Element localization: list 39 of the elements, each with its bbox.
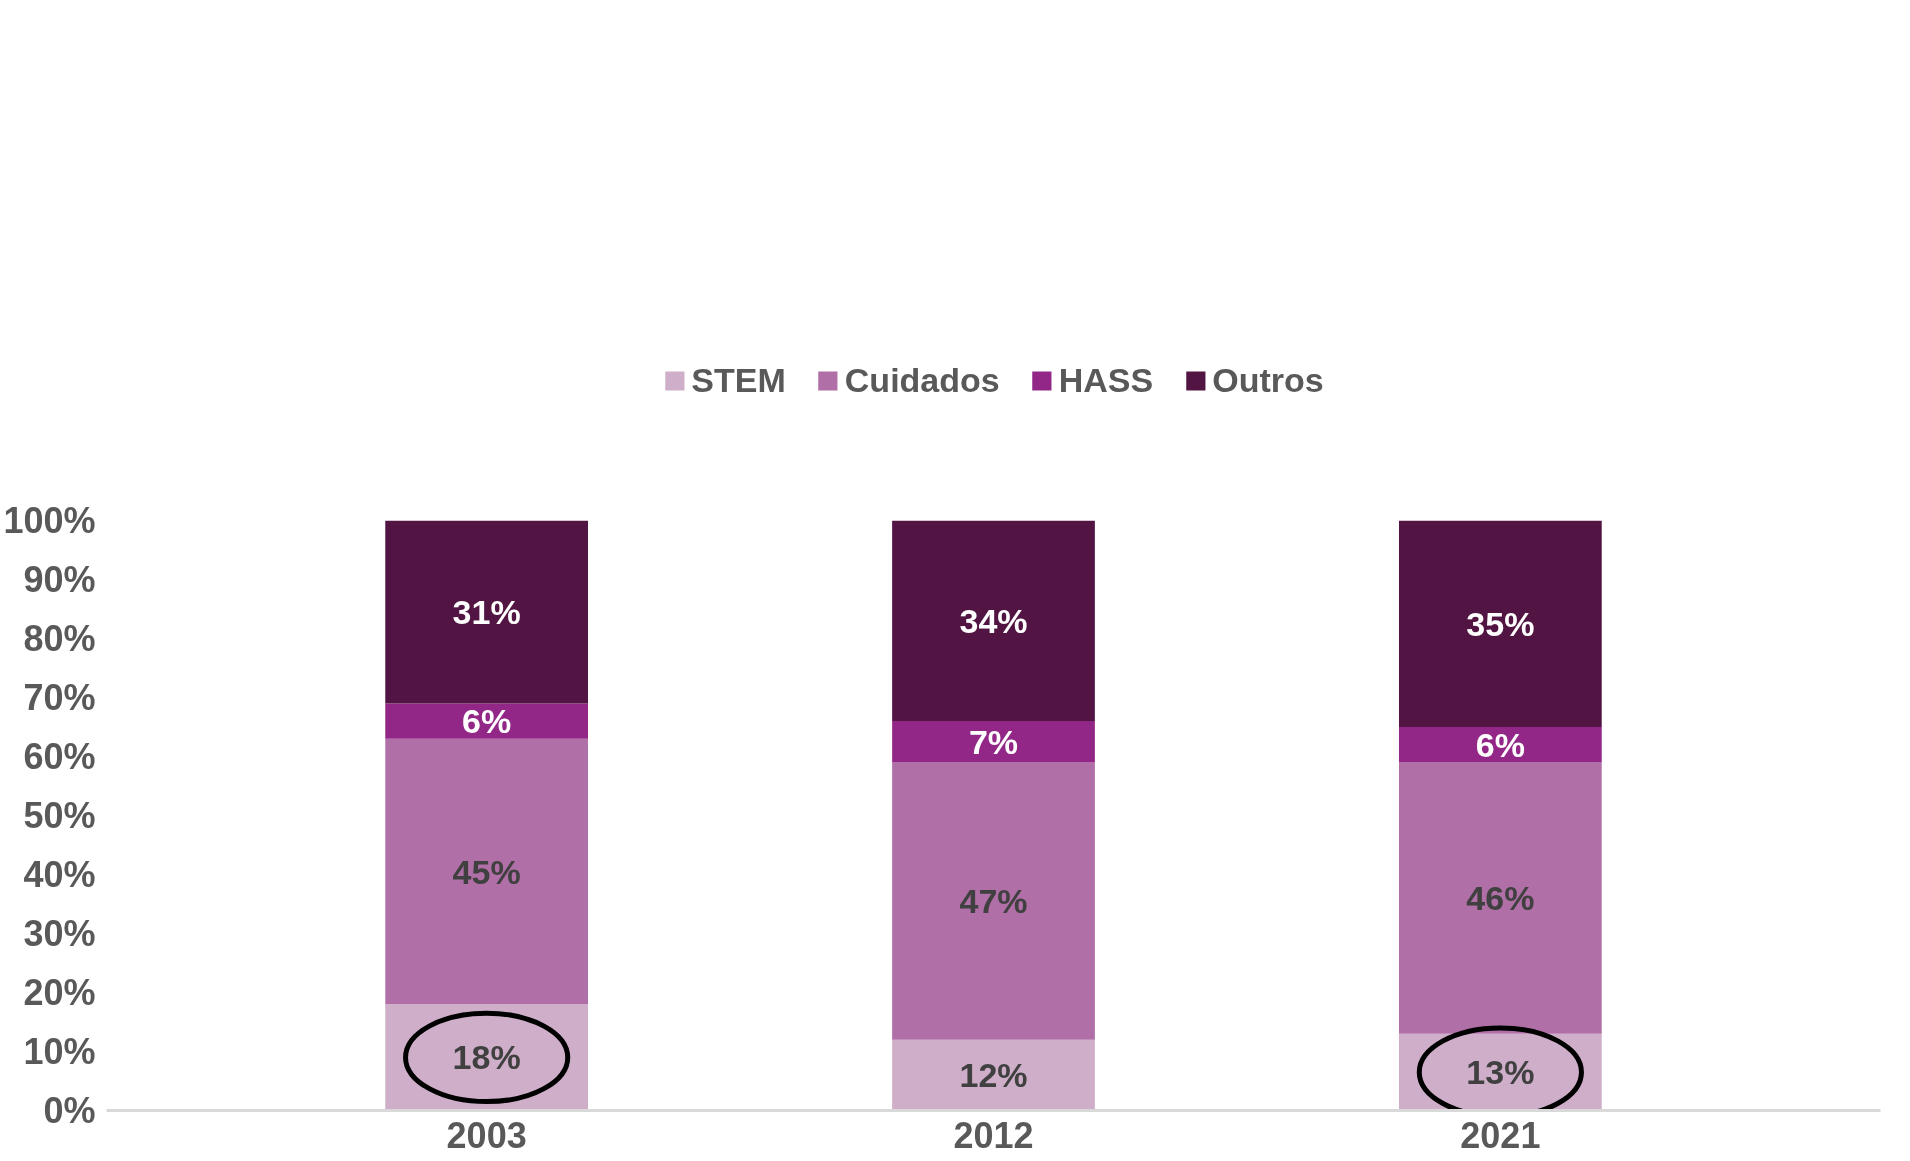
x-tick-label: 2012 <box>953 1114 1034 1156</box>
y-tick-label: 50% <box>23 795 96 836</box>
bar <box>892 520 1095 722</box>
y-tick-label: 90% <box>23 559 96 600</box>
y-tick-label: 100% <box>3 500 96 541</box>
data-label: 46% <box>1466 879 1535 918</box>
bar <box>892 762 1095 1040</box>
y-tick-label: 70% <box>23 677 96 718</box>
bar <box>1398 520 1602 727</box>
data-label: 34% <box>959 601 1028 640</box>
legend-label: Outros <box>1212 360 1324 400</box>
legend-label: HASS <box>1058 360 1154 400</box>
data-label: 6% <box>462 702 512 741</box>
bar <box>1398 727 1602 763</box>
data-label: 45% <box>452 852 521 891</box>
y-tick-label: 30% <box>23 913 96 954</box>
bar <box>385 703 589 739</box>
data-label: 47% <box>959 882 1028 921</box>
data-label: 13% <box>1466 1053 1535 1092</box>
data-label: 12% <box>959 1056 1028 1095</box>
y-tick-label: 10% <box>23 1031 96 1072</box>
data-label: 35% <box>1466 604 1535 643</box>
data-label: 18% <box>452 1038 521 1077</box>
y-tick-label: 60% <box>23 736 96 777</box>
y-tick-label: 80% <box>23 618 96 659</box>
data-label: 6% <box>1475 725 1525 764</box>
bar <box>385 520 589 704</box>
y-tick-label: 20% <box>23 972 96 1013</box>
bar <box>892 721 1095 763</box>
y-tick-label: 40% <box>23 854 96 895</box>
legend-label: STEM <box>691 360 786 400</box>
data-label: 31% <box>452 592 521 631</box>
legend-label: Cuidados <box>844 360 1000 400</box>
x-tick-label: 2003 <box>446 1114 527 1156</box>
bar <box>892 1039 1095 1111</box>
x-tick-label: 2021 <box>1460 1114 1541 1156</box>
bar <box>385 738 589 1005</box>
y-tick-label: 0% <box>43 1090 96 1131</box>
data-label: 7% <box>968 722 1019 761</box>
